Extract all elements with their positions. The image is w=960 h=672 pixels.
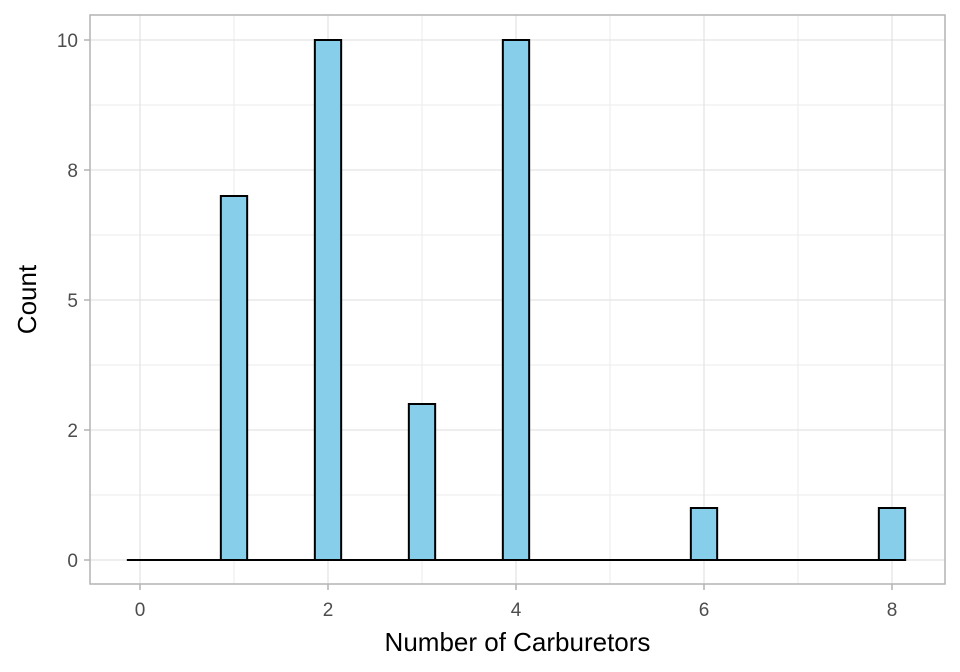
bar-1: [219, 195, 249, 561]
y-axis-ticks: 0 2 5 8 10: [57, 31, 90, 572]
x-tick-label: 4: [511, 600, 522, 621]
bar-8: [877, 507, 907, 561]
x-tick-label: 2: [323, 600, 334, 621]
y-tick-label: 8: [67, 161, 78, 182]
x-tick-label: 0: [135, 600, 146, 621]
x-tick-label: 8: [887, 600, 898, 621]
bar-2: [313, 39, 343, 561]
y-tick-label: 2: [67, 421, 78, 442]
x-axis-ticks: 0 2 4 6 8: [135, 584, 898, 621]
y-tick-label: 0: [67, 551, 78, 572]
bars-group: [126, 39, 907, 561]
bar-6: [689, 507, 719, 561]
y-axis-title: Count: [12, 264, 42, 334]
x-axis-title: Number of Carburetors: [385, 627, 651, 657]
y-tick-label: 10: [57, 31, 78, 52]
x-tick-label: 6: [699, 600, 710, 621]
y-tick-label: 5: [67, 291, 78, 312]
bar-3: [407, 403, 437, 561]
bar-4: [501, 39, 531, 561]
